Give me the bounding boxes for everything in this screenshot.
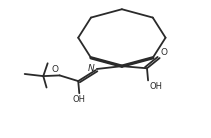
- Text: O: O: [161, 48, 168, 57]
- Text: N: N: [88, 64, 95, 73]
- Text: O: O: [51, 65, 59, 74]
- Text: OH: OH: [73, 95, 86, 104]
- Text: OH: OH: [149, 82, 162, 91]
